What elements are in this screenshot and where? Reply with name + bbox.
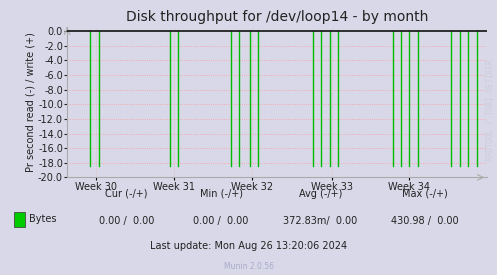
Text: 430.98 /  0.00: 430.98 / 0.00 [391,216,459,226]
Text: 0.00 /  0.00: 0.00 / 0.00 [193,216,249,226]
Y-axis label: Pr second read (-) / write (+): Pr second read (-) / write (+) [25,32,35,172]
Text: Last update: Mon Aug 26 13:20:06 2024: Last update: Mon Aug 26 13:20:06 2024 [150,241,347,251]
Title: Disk throughput for /dev/loop14 - by month: Disk throughput for /dev/loop14 - by mon… [126,10,428,24]
Text: 372.83m/  0.00: 372.83m/ 0.00 [283,216,358,226]
Text: Bytes: Bytes [29,214,56,224]
Text: 0.00 /  0.00: 0.00 / 0.00 [99,216,155,226]
Text: RRDTOOL / TOBI OETIKER: RRDTOOL / TOBI OETIKER [486,59,495,161]
Text: Munin 2.0.56: Munin 2.0.56 [224,262,273,271]
Text: Avg (-/+): Avg (-/+) [299,189,342,199]
Text: Cur (-/+): Cur (-/+) [105,189,148,199]
Text: Max (-/+): Max (-/+) [402,189,448,199]
Text: Min (-/+): Min (-/+) [200,189,243,199]
